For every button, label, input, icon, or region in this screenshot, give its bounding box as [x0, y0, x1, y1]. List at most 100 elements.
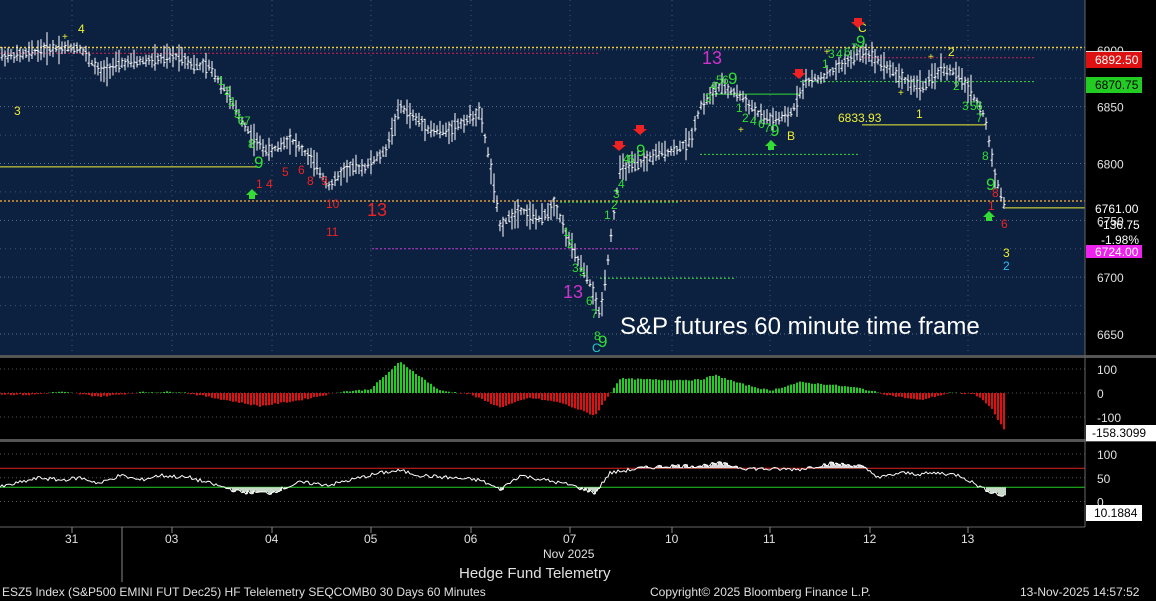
oscillator-overbought-fill	[702, 466, 704, 469]
x-tick-label: 10	[665, 532, 679, 546]
momentum-bar	[448, 391, 450, 393]
momentum-bar	[256, 393, 258, 406]
momentum-bar	[538, 393, 540, 399]
momentum-bar	[688, 380, 690, 393]
oscillator-overbought-fill	[838, 463, 840, 469]
oscillator-y-tick: 50	[1097, 472, 1111, 486]
momentum-bar	[514, 393, 516, 403]
oscillator-oversold-fill	[992, 487, 994, 494]
momentum-bar	[220, 393, 222, 400]
momentum-bar	[247, 393, 249, 405]
momentum-bar	[661, 380, 663, 393]
momentum-bar	[124, 393, 126, 395]
level-red-text: 6892.50	[1095, 53, 1139, 67]
momentum-bar	[469, 393, 471, 394]
momentum-bar	[925, 393, 927, 400]
oscillator-oversold-fill	[1000, 487, 1002, 496]
momentum-bar	[259, 393, 261, 407]
oscillator-overbought-fill	[754, 467, 756, 469]
count-label: 3	[962, 99, 969, 113]
momentum-bar	[313, 393, 315, 397]
count-label: 4	[618, 177, 625, 191]
momentum-bar	[874, 391, 876, 393]
momentum-bar	[100, 393, 102, 397]
count-label: 7	[976, 111, 983, 125]
momentum-bar	[508, 393, 510, 405]
momentum-bar	[868, 390, 870, 393]
momentum-bar	[268, 393, 270, 406]
momentum-bar	[94, 393, 96, 397]
momentum-bar	[499, 393, 501, 408]
oscillator-overbought-fill	[824, 463, 826, 469]
count-label: 1	[916, 107, 923, 121]
x-tick-label: 11	[763, 532, 776, 546]
momentum-bar	[502, 393, 504, 407]
chart-title: Hedge Fund Telemetry	[459, 565, 611, 582]
x-tick-label: 06	[464, 532, 478, 546]
momentum-bar	[805, 382, 807, 393]
momentum-bar	[202, 393, 204, 396]
momentum-bar	[658, 379, 660, 393]
momentum-bar	[118, 393, 120, 395]
count-label: 6	[1001, 217, 1008, 231]
count-label: C	[592, 341, 601, 355]
momentum-bar	[784, 386, 786, 393]
momentum-bar	[439, 390, 441, 393]
momentum-bar	[673, 380, 675, 393]
oscillator-oversold-fill	[1002, 487, 1004, 497]
count-label: 6	[628, 152, 635, 166]
count-label: 3	[613, 187, 620, 201]
security-description: ESZ5 Index (S&P500 EMINI FUT Dec25) HF T…	[2, 585, 486, 599]
momentum-bar	[808, 382, 810, 393]
count-label: 7	[851, 41, 858, 55]
oscillator-oversold-fill	[234, 487, 236, 492]
momentum-bar	[616, 383, 618, 393]
copyright-text: Copyright© 2025 Bloomberg Finance L.P.	[650, 585, 871, 599]
momentum-bar	[856, 387, 858, 393]
oscillator-oversold-fill	[238, 487, 240, 490]
timestamp: 13-Nov-2025 14:57:52	[1020, 585, 1140, 599]
oscillator-oversold-fill	[596, 487, 598, 492]
momentum-bar	[316, 393, 318, 397]
momentum-bar	[931, 393, 933, 397]
candle-series	[0, 32, 1006, 318]
momentum-bar	[907, 393, 909, 399]
momentum-bar	[109, 393, 111, 396]
count-label: 6	[758, 117, 765, 131]
count-label: 4	[623, 152, 630, 166]
oscillator-overbought-fill	[820, 466, 822, 469]
count-label: 2	[224, 84, 231, 98]
momentum-bar	[892, 393, 894, 396]
momentum-bar	[88, 393, 90, 395]
momentum-bar	[820, 383, 822, 393]
momentum-bar	[25, 393, 27, 396]
oscillator-overbought-fill	[658, 465, 660, 469]
oscillator-oversold-fill	[986, 487, 988, 492]
change-text: -136.75	[1099, 218, 1140, 232]
oscillator-oversold-fill	[262, 487, 264, 492]
count-label: 5	[234, 107, 241, 121]
oscillator-overbought-fill	[716, 464, 718, 469]
momentum-bar	[697, 379, 699, 393]
momentum-bar	[226, 393, 228, 401]
momentum-bar	[991, 393, 993, 409]
oscillator-overbought-fill	[762, 467, 764, 469]
oscillator-overbought-fill	[732, 466, 734, 469]
momentum-bar	[475, 393, 477, 398]
count-label: +	[62, 32, 68, 43]
momentum-bar	[859, 387, 861, 393]
momentum-bar	[430, 383, 432, 393]
momentum-bar	[460, 393, 462, 394]
momentum-bar	[292, 393, 294, 402]
level-magenta-text: 6724.00	[1095, 245, 1139, 259]
momentum-bar	[223, 393, 225, 400]
oscillator-overbought-fill	[846, 465, 848, 469]
momentum-bar	[850, 387, 852, 393]
momentum-bar	[274, 393, 276, 404]
momentum-bar	[619, 379, 621, 393]
momentum-bar	[847, 386, 849, 393]
oscillator-overbought-fill	[640, 466, 642, 469]
count-label: 11	[326, 225, 339, 239]
count-label: 9	[728, 69, 737, 88]
momentum-bar	[46, 393, 48, 394]
